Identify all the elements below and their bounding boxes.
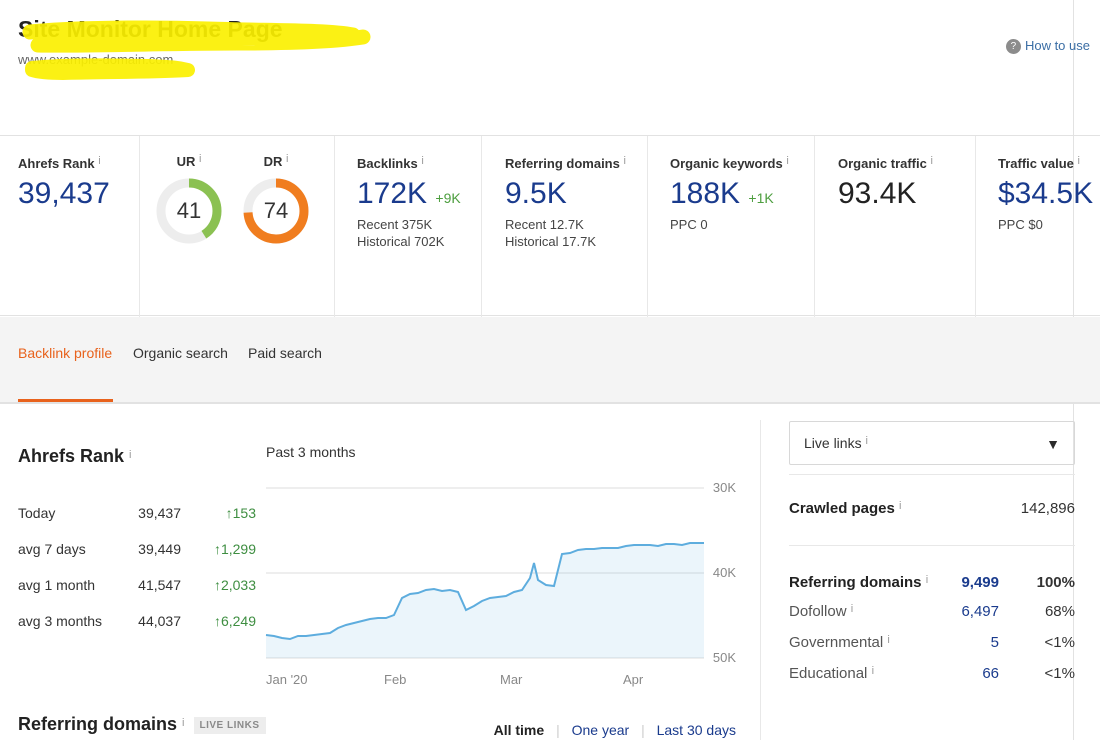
svg-text:40K: 40K — [713, 565, 736, 580]
svg-text:30K: 30K — [713, 480, 736, 495]
svg-text:50K: 50K — [713, 650, 736, 665]
